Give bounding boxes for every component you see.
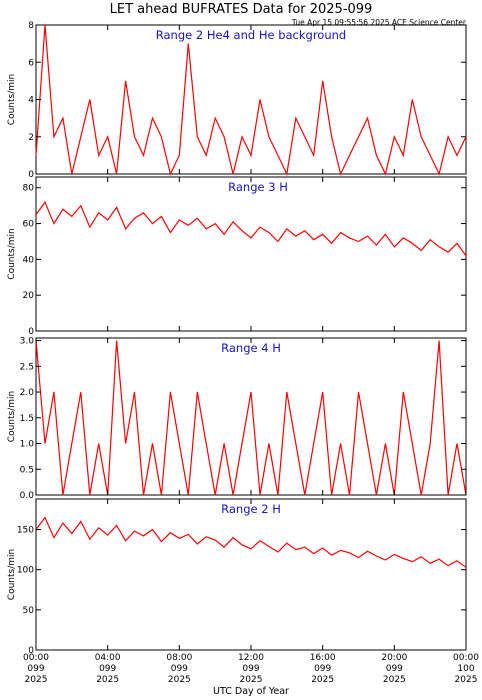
x-tick-time: 20:00 [381,653,407,663]
y-tick-label: 1.5 [20,414,34,424]
y-tick-label: 4 [28,96,34,106]
y-tick-label: 8 [28,21,34,31]
x-tick-day: 099 [99,664,116,674]
x-tick-time: 12:00 [238,653,264,663]
y-tick-label: 2.5 [20,362,34,372]
y-tick-label: 2 [28,133,34,143]
x-tick-day: 100 [457,664,474,674]
series-line [35,24,467,176]
x-tick-time: 08:00 [166,653,192,663]
x-tick-time: 04:00 [95,653,121,663]
y-axis-label: Counts/min [7,391,17,442]
y-tick-label: 0.5 [20,465,34,475]
series-line [35,340,467,496]
chart-panel: 0 50 100 150 Counts/min Range 2 H [7,498,467,656]
y-tick-label: 3.0 [20,337,35,347]
x-tick-time: 00:00 [453,653,479,663]
x-tick-year: 2025 [96,675,119,685]
y-axis-label: Counts/min [7,549,17,600]
x-tick-day: 099 [314,664,331,674]
x-tick-year: 2025 [168,675,191,685]
y-tick-label: 0 [28,170,34,180]
panel-title: Range 2 H [221,502,281,516]
x-tick-year: 2025 [25,675,48,685]
y-tick-label: 1.0 [20,440,35,450]
x-axis: 00:00099202504:00099202508:00099202512:0… [23,653,479,685]
y-tick-label: 100 [17,566,34,576]
chart-panel: 0 2 4 6 8 Counts/min Range 2 He4 and He backgr… [7,21,467,180]
panel-title: Range 3 H [228,180,288,194]
y-tick-label: 60 [23,220,35,230]
x-tick-year: 2025 [383,675,406,685]
y-tick-label: 50 [23,606,35,616]
y-tick-label: 40 [23,255,35,265]
y-tick-label: 0.0 [20,491,35,501]
y-axis-label: Counts/min [7,228,17,279]
plot-frame [35,498,467,651]
x-tick-day: 099 [171,664,188,674]
series-line [35,200,467,257]
x-tick-day: 099 [242,664,259,674]
y-axis-label: Counts/min [7,74,17,125]
series-line [35,516,467,568]
chart-panels: 0 2 4 6 8 Counts/min Range 2 He4 and He backgr… [7,21,467,656]
y-tick-label: 0 [28,646,34,656]
chart-panel: 0 20 40 60 80 Counts/min Range 3 H [7,176,467,337]
y-tick-label: 0 [28,327,34,337]
x-tick-day: 099 [386,664,403,674]
y-tick-label: 20 [23,291,35,301]
x-tick-time: 00:00 [23,653,49,663]
x-tick-year: 2025 [240,675,263,685]
x-tick-year: 2025 [311,675,334,685]
x-tick-time: 16:00 [310,653,336,663]
timestamp: Tue Apr 15 09:55:56 2025 ACE Science Cen… [291,18,467,27]
y-tick-label: 6 [28,58,34,68]
y-tick-label: 80 [23,184,35,194]
y-tick-label: 2.0 [20,388,35,398]
panel-title: Range 2 He4 and He background [156,28,346,42]
x-tick-year: 2025 [455,675,478,685]
chart-panel: 0.0 0.5 1.0 1.5 2.0 2.5 3.0 Counts/min Range 4 H [7,337,467,501]
plot-frame [35,176,467,332]
panel-title: Range 4 H [221,341,281,355]
main-title: LET ahead BUFRATES Data for 2025-099 [110,2,373,17]
x-axis-label: UTC Day of Year [213,686,289,697]
y-tick-label: 150 [17,526,34,536]
x-tick-day: 099 [27,664,44,674]
